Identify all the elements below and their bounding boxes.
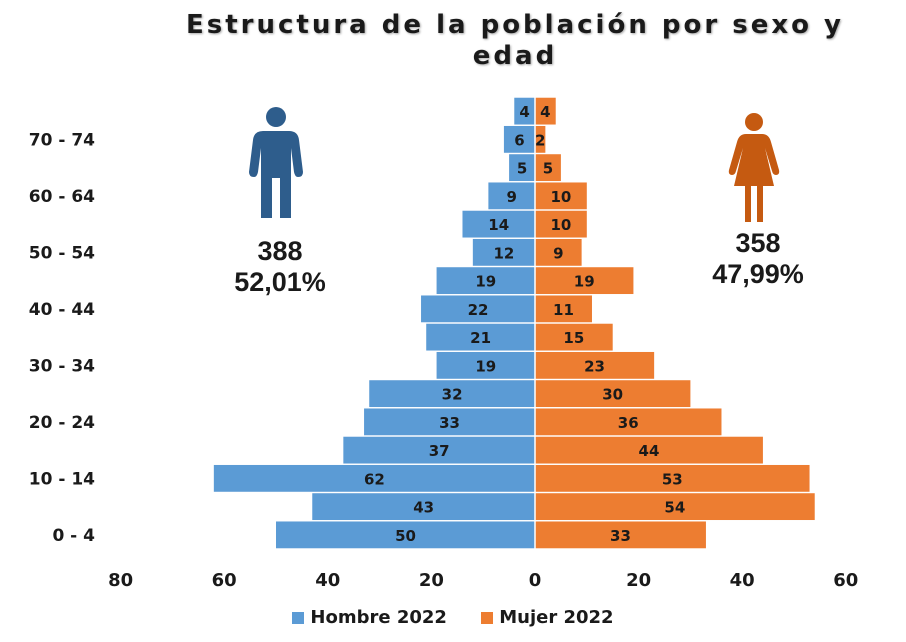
legend-item-mujer: Mujer 2022 (481, 607, 614, 628)
data-label-mujer-10: 9 (553, 244, 563, 262)
data-label-mujer-12: 10 (550, 188, 571, 206)
data-label-mujer-0: 33 (610, 527, 631, 545)
bar-hombre-0 (276, 521, 535, 549)
legend-swatch-mujer (481, 611, 494, 624)
data-label-mujer-2: 53 (662, 470, 683, 488)
bar-hombre-2 (213, 464, 535, 492)
bar-mujer-4 (535, 408, 722, 436)
data-label-hombre-12: 9 (506, 188, 516, 206)
data-label-hombre-3: 37 (429, 442, 450, 460)
bar-hombre-10 (472, 238, 535, 266)
data-label-mujer-5: 30 (602, 386, 623, 404)
bar-hombre-1 (312, 493, 535, 521)
bar-hombre-11 (462, 210, 535, 238)
bar-mujer-2 (535, 464, 810, 492)
bar-hombre-6 (436, 351, 535, 379)
bar-hombre-5 (369, 380, 535, 408)
data-label-hombre-13: 5 (517, 160, 527, 178)
legend-swatch-hombre (292, 611, 305, 624)
data-label-mujer-6: 23 (584, 357, 605, 375)
x-tick-label-3: 20 (419, 570, 444, 591)
female-person-icon (728, 113, 780, 222)
data-label-mujer-15: 4 (540, 103, 550, 121)
data-label-mujer-9: 19 (574, 273, 595, 291)
chart-legend: Hombre 2022 Mujer 2022 (0, 607, 906, 629)
bar-mujer-3 (535, 436, 763, 464)
x-tick-label-4: 0 (529, 570, 542, 591)
female-total: 358 (735, 228, 781, 258)
legend-label-hombre: Hombre 2022 (310, 607, 447, 628)
bar-mujer-13 (535, 154, 561, 182)
bar-hombre-15 (514, 97, 535, 125)
data-label-hombre-5: 32 (442, 386, 463, 404)
data-label-hombre-8: 22 (468, 301, 489, 319)
bar-mujer-0 (535, 521, 706, 549)
data-label-hombre-14: 6 (514, 131, 524, 149)
data-label-hombre-15: 4 (519, 103, 529, 121)
data-label-mujer-8: 11 (553, 301, 574, 319)
bar-mujer-6 (535, 351, 655, 379)
data-label-mujer-7: 15 (563, 329, 584, 347)
y-tick-label-7: 70 - 74 (29, 130, 95, 150)
bar-mujer-8 (535, 295, 592, 323)
data-label-mujer-13: 5 (543, 160, 553, 178)
bar-hombre-13 (509, 154, 535, 182)
legend-label-mujer: Mujer 2022 (499, 607, 614, 628)
y-tick-label-3: 30 - 34 (29, 356, 95, 376)
bar-mujer-11 (535, 210, 587, 238)
data-label-mujer-11: 10 (550, 216, 571, 234)
data-label-hombre-6: 19 (475, 357, 496, 375)
data-label-hombre-9: 19 (475, 273, 496, 291)
bar-mujer-1 (535, 493, 815, 521)
y-tick-label-1: 10 - 14 (29, 469, 95, 489)
bar-hombre-14 (503, 125, 535, 153)
y-tick-label-5: 50 - 54 (29, 243, 95, 263)
y-tick-label-2: 20 - 24 (29, 413, 95, 433)
bar-hombre-9 (436, 267, 535, 295)
x-tick-label-1: 60 (212, 570, 237, 591)
bar-mujer-12 (535, 182, 587, 210)
data-label-mujer-4: 36 (618, 414, 639, 432)
bar-hombre-3 (343, 436, 535, 464)
data-label-hombre-4: 33 (439, 414, 460, 432)
bar-mujer-15 (535, 97, 556, 125)
data-label-hombre-7: 21 (470, 329, 491, 347)
bar-mujer-10 (535, 238, 582, 266)
male-person-icon (249, 107, 303, 218)
bar-mujer-5 (535, 380, 691, 408)
male-total: 388 (257, 236, 303, 266)
female-summary: 358 47,99% (678, 228, 838, 290)
bar-hombre-8 (421, 295, 535, 323)
male-percent: 52,01% (234, 267, 326, 297)
data-label-hombre-11: 14 (488, 216, 509, 234)
x-tick-label-7: 60 (833, 570, 858, 591)
bar-hombre-4 (364, 408, 535, 436)
bar-mujer-7 (535, 323, 613, 351)
x-tick-label-0: 80 (108, 570, 133, 591)
x-tick-label-2: 40 (315, 570, 340, 591)
bar-hombre-12 (488, 182, 535, 210)
y-tick-label-0: 0 - 4 (52, 526, 95, 546)
data-label-mujer-14: 2 (535, 131, 545, 149)
y-tick-label-6: 60 - 64 (29, 187, 95, 207)
data-label-hombre-2: 62 (364, 470, 385, 488)
legend-item-hombre: Hombre 2022 (292, 607, 447, 628)
data-label-mujer-3: 44 (639, 442, 660, 460)
female-percent: 47,99% (712, 259, 804, 289)
data-label-hombre-10: 12 (493, 244, 514, 262)
x-tick-label-6: 40 (730, 570, 755, 591)
data-label-mujer-1: 54 (664, 499, 685, 517)
bar-hombre-7 (426, 323, 535, 351)
chart-title: Estructura de la población por sexo y ed… (186, 10, 844, 71)
data-label-hombre-1: 43 (413, 499, 434, 517)
data-label-hombre-0: 50 (395, 527, 416, 545)
bar-mujer-14 (535, 125, 546, 153)
male-summary: 388 52,01% (200, 236, 360, 298)
bar-mujer-9 (535, 267, 634, 295)
x-tick-label-5: 20 (626, 570, 651, 591)
y-tick-label-4: 40 - 44 (29, 300, 95, 320)
